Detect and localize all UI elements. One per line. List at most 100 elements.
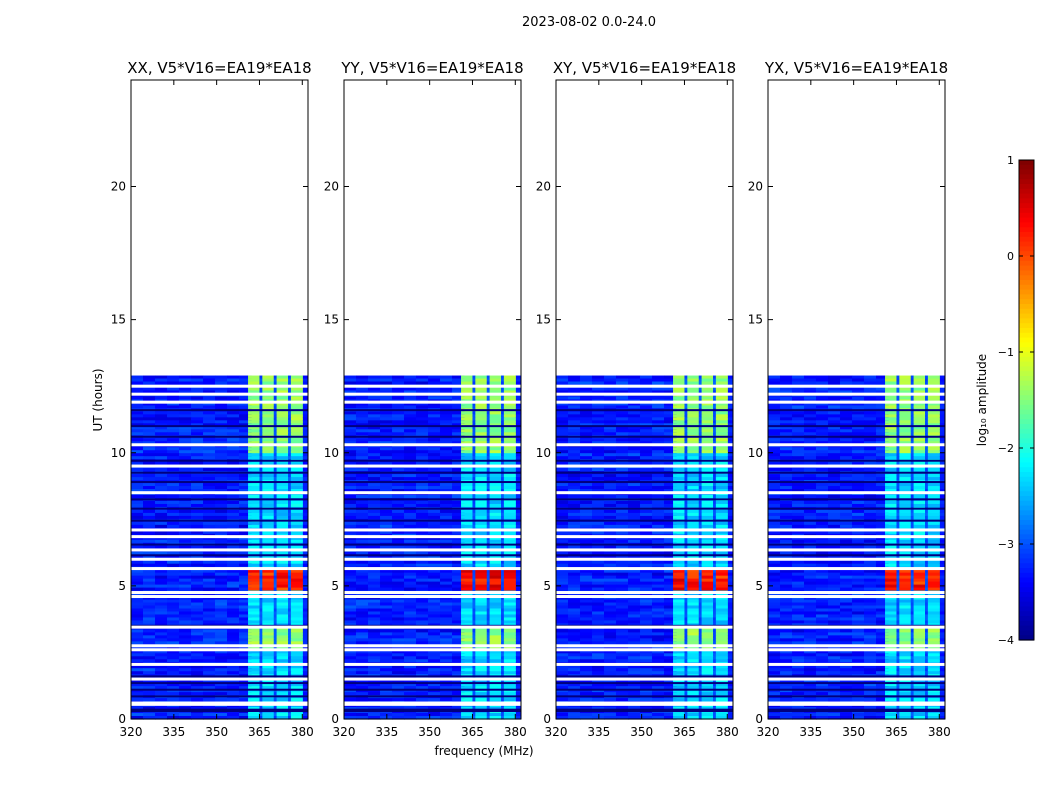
heatmap-cell xyxy=(404,659,417,663)
heatmap-cell xyxy=(640,420,653,424)
heatmap-cell xyxy=(143,608,156,613)
heatmap-cell xyxy=(215,611,228,616)
heatmap-cell xyxy=(404,632,417,636)
heatmap-cell xyxy=(503,456,516,460)
heatmap-cell xyxy=(440,716,453,720)
heatmap-cell xyxy=(167,599,180,604)
heatmap-cell xyxy=(392,426,405,430)
heatmap-cell xyxy=(143,668,156,672)
heatmap-cell xyxy=(404,420,417,424)
heatmap-cell xyxy=(475,689,488,693)
heatmap-cell xyxy=(472,414,476,418)
heatmap-cell xyxy=(515,500,521,505)
heatmap-cell xyxy=(475,536,488,541)
heatmap-cell xyxy=(262,495,275,499)
heatmap-cell xyxy=(276,704,289,708)
heatmap-cell xyxy=(179,503,192,508)
heatmap-cell xyxy=(155,524,168,529)
heatmap-cell xyxy=(673,438,686,442)
heatmap-cell xyxy=(440,474,453,478)
heatmap-cell xyxy=(472,638,476,642)
heatmap-cell xyxy=(503,611,516,616)
heatmap-cell xyxy=(344,450,357,454)
heatmap-cell xyxy=(503,420,516,424)
heatmap-cell xyxy=(356,716,369,720)
heatmap-cell xyxy=(203,656,216,660)
heatmap-cell xyxy=(501,671,505,675)
heatmap-cell xyxy=(131,453,144,457)
heatmap-cell xyxy=(276,509,289,514)
heatmap-cell xyxy=(276,578,289,583)
heatmap-cell xyxy=(239,653,252,657)
heatmap-cell xyxy=(167,614,180,619)
heatmap-cell xyxy=(486,500,491,505)
heatmap-cell xyxy=(288,554,292,559)
heatmap-cell xyxy=(440,584,453,589)
heatmap-cell xyxy=(486,653,491,657)
heatmap-cell xyxy=(179,716,192,720)
heatmap-cell xyxy=(568,378,581,383)
heatmap-cell xyxy=(461,638,474,642)
heatmap-cell xyxy=(452,551,465,556)
heatmap-cell xyxy=(368,578,381,583)
heatmap-cell xyxy=(143,599,156,604)
heatmap-cell xyxy=(380,551,393,556)
heatmap-cell xyxy=(290,462,303,466)
heatmap-cell xyxy=(461,560,474,565)
heatmap-cell xyxy=(288,641,292,645)
heatmap-cell xyxy=(503,668,516,672)
heatmap-cell xyxy=(262,414,275,418)
heatmap-cell xyxy=(501,641,505,645)
heatmap-cell xyxy=(428,617,441,622)
heatmap-cell xyxy=(227,500,240,505)
heatmap-cell xyxy=(155,572,168,577)
heatmap-cell xyxy=(461,390,474,395)
heatmap-cell xyxy=(472,689,476,693)
heatmap-cell xyxy=(515,539,521,544)
heatmap-cell xyxy=(652,438,665,442)
heatmap-cell xyxy=(489,650,502,654)
heatmap-cell xyxy=(489,477,502,481)
heatmap-cell xyxy=(288,569,292,574)
heatmap-cell xyxy=(191,468,204,472)
heatmap-cell xyxy=(143,587,156,592)
heatmap-cell xyxy=(404,689,417,693)
heatmap-cell xyxy=(580,411,593,415)
heatmap-cell xyxy=(227,509,240,514)
heatmap-cell xyxy=(515,414,521,418)
heatmap-cell xyxy=(276,450,289,454)
y-tick-label: 0 xyxy=(331,712,339,726)
heatmap-cell xyxy=(472,429,476,433)
heatmap-cell xyxy=(248,512,261,517)
heatmap-cell xyxy=(273,617,278,622)
heatmap-cell xyxy=(227,453,240,457)
heatmap-cell xyxy=(404,578,417,583)
heatmap-cell xyxy=(191,530,204,535)
heatmap-cell xyxy=(203,509,216,514)
heatmap-cell xyxy=(452,692,465,696)
heatmap-cell xyxy=(259,432,263,436)
heatmap-cell xyxy=(203,503,216,508)
heatmap-cell xyxy=(556,402,569,407)
heatmap-cell xyxy=(404,426,417,430)
heatmap-cell xyxy=(461,411,474,415)
heatmap-cell xyxy=(143,680,156,684)
heatmap-cell xyxy=(592,423,605,427)
heatmap-cell xyxy=(664,387,677,392)
heatmap-cell xyxy=(356,375,369,380)
heatmap-cell xyxy=(503,521,516,526)
heatmap-cell xyxy=(203,450,216,454)
heatmap-cell xyxy=(380,572,393,577)
heatmap-cell xyxy=(568,447,581,451)
heatmap-cell xyxy=(290,545,303,550)
heatmap-cell xyxy=(248,402,261,407)
heatmap-cell xyxy=(461,584,474,589)
heatmap-cell xyxy=(191,596,204,601)
heatmap-cell xyxy=(616,429,629,433)
heatmap-cell xyxy=(248,530,261,535)
heatmap-cell xyxy=(356,659,369,663)
heatmap-cell xyxy=(640,402,653,407)
heatmap-cell xyxy=(392,698,405,702)
heatmap-cell xyxy=(368,605,381,610)
heatmap-cell xyxy=(191,563,204,568)
